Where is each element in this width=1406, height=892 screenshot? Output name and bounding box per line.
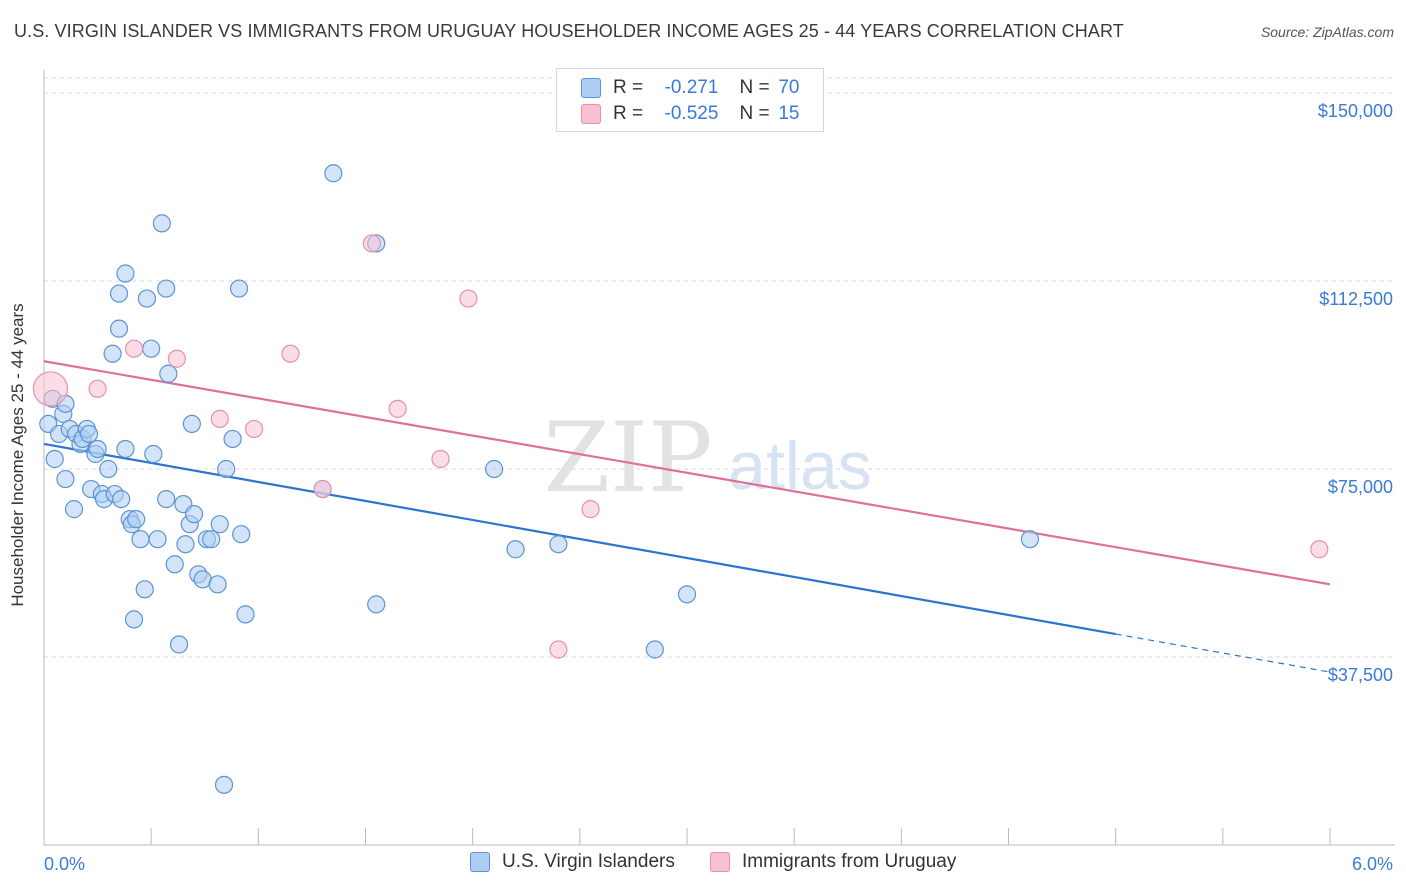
data-point-uruguay <box>581 500 600 519</box>
data-point-virgin-islanders <box>124 610 144 629</box>
data-point-virgin-islanders <box>367 595 386 614</box>
data-point-virgin-islanders <box>324 164 343 183</box>
data-point-uruguay <box>124 339 144 358</box>
x-tick-label-max: 6.0% <box>1352 854 1393 874</box>
legend-swatch-blue <box>581 78 601 98</box>
bottom-legend-virgin-islanders: U.S. Virgin Islanders <box>470 851 675 873</box>
data-point-uruguay <box>167 349 186 368</box>
data-point-virgin-islanders <box>645 640 664 659</box>
legend-r-label: R = <box>613 77 644 98</box>
data-point-virgin-islanders <box>99 459 118 479</box>
data-point-uruguay <box>244 419 264 439</box>
data-point-virgin-islanders <box>229 279 249 298</box>
data-point-virgin-islanders <box>157 279 176 298</box>
gridlines <box>44 77 1395 658</box>
data-point-uruguay <box>88 379 107 398</box>
data-point-virgin-islanders <box>217 459 236 479</box>
y-tick-label: $37,500 <box>1328 665 1393 685</box>
legend-n-label: N = <box>739 103 770 124</box>
data-point-virgin-islanders <box>214 775 234 794</box>
legend-r-value: -0.271 <box>664 77 719 98</box>
data-point-virgin-islanders <box>112 489 131 509</box>
legend-row-uruguay: R = -0.525 N = 15 <box>581 102 803 126</box>
data-point-virgin-islanders <box>157 489 176 509</box>
data-point-virgin-islanders <box>103 344 122 363</box>
data-point-virgin-islanders <box>677 585 697 604</box>
legend: R = -0.271 N = 70 R = -0.525 N = 15 <box>556 68 824 132</box>
data-point-virgin-islanders <box>137 289 156 308</box>
legend-n-value: 15 <box>778 103 800 124</box>
data-point-uruguay <box>1310 540 1329 559</box>
data-point-uruguay <box>362 234 382 253</box>
data-point-virgin-islanders <box>109 319 129 338</box>
data-point-virgin-islanders <box>184 505 204 524</box>
x-tick-label-min: 0.0% <box>44 854 85 874</box>
data-point-virgin-islanders <box>232 525 251 544</box>
data-point-virgin-islanders <box>549 535 568 554</box>
data-point-virgin-islanders <box>64 500 84 519</box>
bottom-legend-label: U.S. Virgin Islanders <box>502 851 675 872</box>
legend-swatch-pink <box>581 104 601 124</box>
data-point-virgin-islanders <box>135 580 154 599</box>
y-tick-label: $112,500 <box>1319 289 1393 309</box>
data-point-virgin-islanders <box>79 424 99 444</box>
legend-n-value: 70 <box>778 77 800 98</box>
data-point-virgin-islanders <box>208 575 227 594</box>
data-point-virgin-islanders <box>193 570 212 589</box>
data-point-virgin-islanders <box>148 530 167 549</box>
bottom-legend-uruguay: Immigrants from Uruguay <box>710 851 956 873</box>
data-point-virgin-islanders <box>223 429 242 449</box>
y-tick-label: $150,000 <box>1318 101 1393 121</box>
watermark-zip: ZIP <box>543 402 712 514</box>
data-point-virgin-islanders <box>116 264 135 283</box>
series-uruguay-points <box>32 234 1329 659</box>
data-point-virgin-islanders <box>202 530 221 549</box>
y-tick-label: $75,000 <box>1328 477 1393 497</box>
data-point-virgin-islanders <box>56 469 75 489</box>
data-point-virgin-islanders <box>142 339 161 358</box>
tick-labels: $37,500 $75,000 $112,500 $150,000 0.0% 6.0% <box>44 101 1393 874</box>
data-point-uruguay <box>210 409 229 428</box>
legend-r-value: -0.525 <box>664 103 719 124</box>
data-point-virgin-islanders <box>169 635 189 654</box>
y-axis-label: Householder Income Ages 25 - 44 years <box>8 303 27 607</box>
bottom-legend-label: Immigrants from Uruguay <box>742 851 957 872</box>
data-point-virgin-islanders <box>159 364 178 383</box>
legend-n-label: N = <box>739 77 770 98</box>
source-credit: Source: ZipAtlas.com <box>1260 24 1394 40</box>
axes <box>43 70 1395 846</box>
data-point-virgin-islanders <box>236 605 255 624</box>
data-point-virgin-islanders <box>152 214 171 233</box>
data-point-virgin-islanders <box>182 414 201 434</box>
data-point-virgin-islanders <box>88 439 107 459</box>
data-point-virgin-islanders <box>485 459 504 479</box>
data-point-virgin-islanders <box>144 444 163 464</box>
data-point-uruguay <box>313 479 332 499</box>
chart-title: U.S. VIRGIN ISLANDER VS IMMIGRANTS FROM … <box>14 21 1124 41</box>
bottom-legend-swatch-pink <box>710 852 730 872</box>
data-point-virgin-islanders <box>210 515 229 534</box>
data-point-virgin-islanders <box>1020 530 1040 549</box>
data-point-virgin-islanders <box>131 530 150 549</box>
legend-row-virgin-islanders: R = -0.271 N = 70 <box>581 76 803 100</box>
series-virgin-islanders-points <box>39 164 1040 794</box>
legend-r-label: R = <box>613 103 644 124</box>
data-point-uruguay <box>459 289 478 308</box>
data-point-virgin-islanders <box>109 284 129 303</box>
data-point-virgin-islanders <box>45 449 64 469</box>
trend-line-uruguay <box>43 360 1331 586</box>
data-point-virgin-islanders <box>176 535 195 554</box>
data-point-uruguay <box>32 371 69 407</box>
data-point-virgin-islanders <box>127 510 146 529</box>
data-point-uruguay <box>281 344 300 363</box>
data-point-uruguay <box>549 640 568 659</box>
data-point-uruguay <box>431 449 450 469</box>
data-point-uruguay <box>388 399 407 418</box>
data-point-virgin-islanders <box>165 555 184 574</box>
data-point-virgin-islanders <box>506 540 525 559</box>
data-point-virgin-islanders <box>116 439 135 459</box>
bottom-legend-swatch-blue <box>470 852 490 872</box>
trend-line-virgin-islanders-extension <box>1115 633 1331 673</box>
